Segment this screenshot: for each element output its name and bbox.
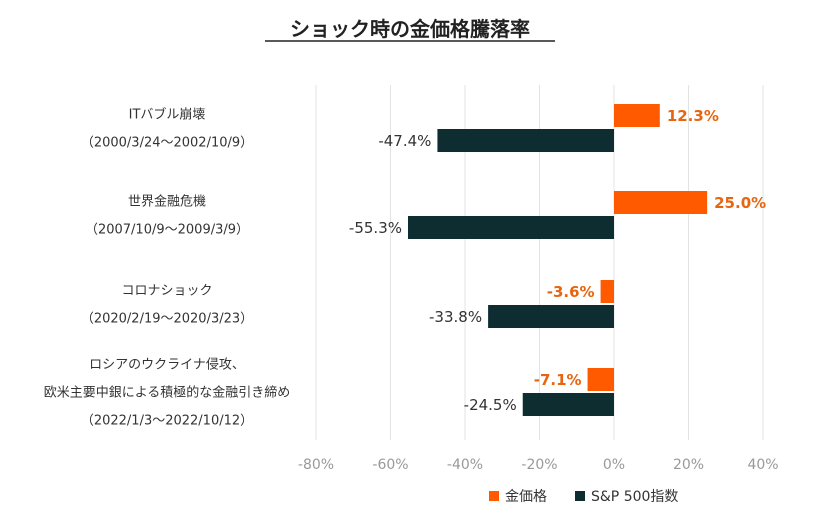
sp500-bar [408,216,614,239]
category-label: （2020/2/19～2020/3/23） [81,312,253,327]
gold-bar [614,191,708,214]
legend-swatch-gold [489,491,499,501]
sp500-bar [488,305,614,328]
category-label: （2007/10/9～2009/3/9） [85,223,249,238]
category-label: 世界金融危機 [128,194,206,210]
gold-bar [600,280,614,303]
sp500-data-label: -33.8% [429,308,482,326]
x-tick-label: -40% [447,457,483,473]
category-label: 欧米主要中銀による積極的な金融引き締め [44,385,291,401]
legend-swatch-sp500 [575,491,585,501]
sp500-bar [437,129,614,152]
legend-label-sp500: S&P 500指数 [591,489,678,505]
category-labels: ITバブル崩壊 （2000/3/24～2002/10/9） 世界金融危機 （2007/… [44,107,291,429]
x-tick-label: -60% [372,457,408,473]
category-label: （2000/3/24～2002/10/9） [81,136,253,151]
x-tick-label: 20% [673,457,704,473]
gold-data-label: -3.6% [547,283,595,301]
category-label: ITバブル崩壊 [129,107,206,123]
gold-data-label: 12.3% [667,107,719,125]
gold-bar [587,368,614,391]
legend: 金価格 S&P 500指数 [489,489,678,505]
gold-data-label: 25.0% [714,194,766,212]
category-label: （2022/1/3～2022/10/12） [81,414,253,429]
sp500-data-label: -24.5% [464,396,517,414]
x-tick-label: 0% [603,457,625,473]
gold-data-label: -7.1% [534,371,582,389]
chart-title: ショック時の金価格騰落率 [290,17,530,41]
legend-label-gold: 金価格 [505,489,547,505]
sp500-data-label: -55.3% [349,219,402,237]
x-axis-ticks: -80% -60% -40% -20% 0% 20% 40% [298,457,779,473]
category-label: コロナショック [121,284,212,299]
x-tick-label: -80% [298,457,334,473]
gold-bar [614,104,660,127]
category-label: ロシアのウクライナ侵攻、 [89,357,245,373]
sp500-bar [522,393,614,416]
x-tick-label: 40% [747,457,778,473]
x-tick-label: -20% [521,457,557,473]
sp500-data-label: -47.4% [378,132,431,150]
bars: 12.3% -47.4% 25.0% -55.3% -3.6% -33.8% -7.1% -2… [349,104,766,416]
